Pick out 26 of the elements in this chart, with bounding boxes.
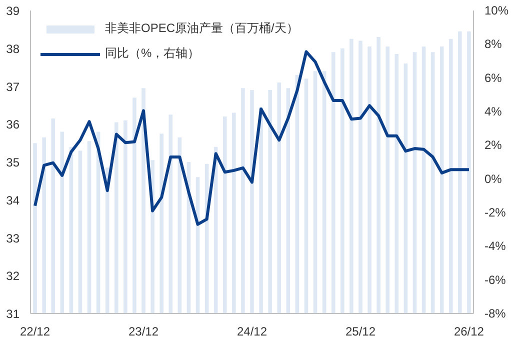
y2-tick-label: -6%	[484, 272, 506, 287]
y-tick-label: 36	[6, 118, 20, 132]
y-tick-label: 34	[6, 193, 20, 208]
y2-tick-label: -4%	[484, 239, 506, 254]
legend-label: 非美非OPEC原油产量（百万桶/天）	[105, 20, 298, 37]
x-tick-label: 22/12	[20, 324, 50, 338]
y-tick-label: 33	[6, 231, 20, 246]
y-tick-label: 39	[6, 4, 20, 18]
y2-tick-label: 4%	[484, 104, 502, 118]
y-tick-label: 37	[6, 80, 20, 94]
y-tick-label: 31	[6, 307, 20, 321]
legend-label: 同比（%，右轴）	[105, 45, 200, 62]
y2-tick-label: -2%	[484, 206, 506, 220]
y2-tick-label: 2%	[484, 138, 502, 152]
y2-tick-label: 8%	[484, 37, 502, 52]
y2-tick-label: 0%	[484, 172, 502, 186]
x-tick-label: 24/12	[236, 324, 268, 338]
x-tick-label: 26/12	[454, 324, 484, 338]
x-tick-label: 25/12	[345, 324, 376, 338]
y2-tick-label: 10%	[484, 4, 509, 18]
y-tick-label: 38	[6, 42, 20, 56]
y-tick-label: 35	[6, 156, 20, 170]
y2-tick-label: -8%	[484, 306, 506, 320]
y2-tick-label: 6%	[484, 70, 502, 85]
x-tick-label: 23/12	[128, 324, 159, 338]
y-tick-label: 32	[6, 269, 20, 284]
